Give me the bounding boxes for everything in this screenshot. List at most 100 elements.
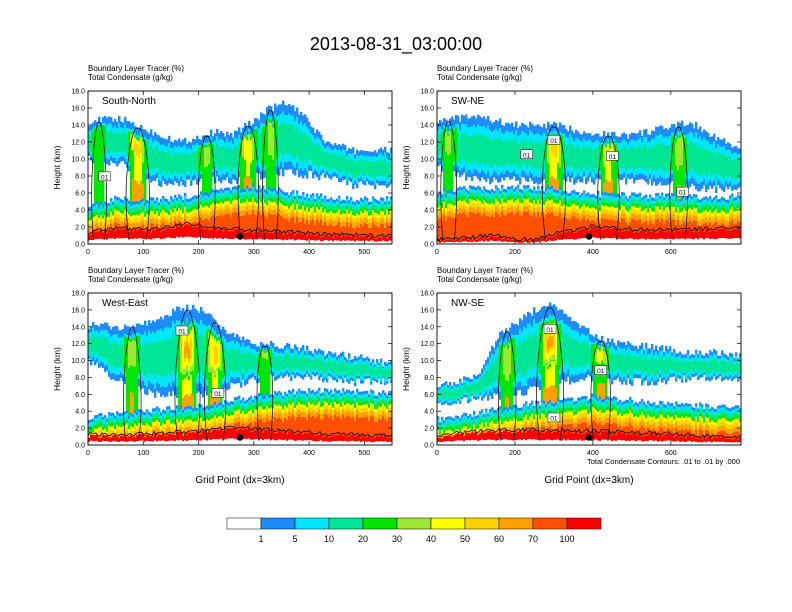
field-cell	[671, 203, 674, 209]
field-cell	[382, 211, 385, 217]
field-cell	[489, 217, 492, 237]
field-cell	[695, 220, 698, 230]
field-cell	[342, 226, 345, 235]
field-cell	[90, 440, 93, 445]
field-cell	[457, 190, 460, 197]
field-cell	[525, 199, 528, 205]
field-cell	[683, 230, 686, 244]
field-cell	[687, 201, 690, 208]
field-cell	[346, 213, 349, 220]
field-cell	[108, 417, 111, 425]
field-cell	[152, 414, 155, 421]
field-cell	[284, 232, 287, 244]
field-cell	[655, 239, 658, 244]
field-cell	[296, 239, 299, 244]
field-cell	[639, 238, 642, 244]
field-cell	[703, 232, 706, 244]
field-cell	[533, 143, 536, 170]
field-cell	[649, 204, 652, 211]
field-cell	[551, 175, 554, 193]
field-cell	[174, 424, 177, 430]
field-cell	[338, 212, 341, 219]
field-cell	[721, 213, 724, 221]
field-cell	[715, 221, 718, 232]
field-cell	[96, 218, 99, 225]
field-cell	[90, 434, 93, 445]
field-cell	[665, 239, 668, 244]
field-cell	[226, 204, 229, 211]
field-cell	[282, 235, 285, 244]
field-cell	[366, 219, 369, 227]
field-cell	[601, 217, 604, 231]
field-cell	[186, 435, 189, 445]
field-cell	[226, 200, 229, 207]
field-cell	[721, 202, 724, 210]
field-cell	[206, 238, 209, 244]
field-cell	[248, 135, 251, 158]
field-cell	[587, 198, 590, 205]
field-cell	[94, 223, 97, 232]
field-cell	[336, 224, 339, 237]
field-cell	[164, 201, 167, 208]
field-cell	[619, 201, 622, 209]
field-cell	[649, 208, 652, 214]
field-cell	[214, 148, 217, 171]
field-cell	[358, 204, 361, 211]
field-cell	[326, 240, 329, 244]
field-cell	[314, 220, 317, 228]
field-cell	[130, 212, 133, 219]
field-cell	[144, 231, 147, 244]
field-cell	[140, 423, 143, 429]
field-cell	[332, 202, 335, 209]
field-cell	[102, 208, 105, 214]
field-cell	[467, 240, 470, 244]
field-cell	[593, 211, 596, 218]
field-cell	[338, 216, 341, 225]
field-cell	[517, 194, 520, 201]
field-cell	[182, 435, 185, 445]
field-cell	[128, 221, 131, 230]
field-cell	[334, 152, 337, 169]
field-cell	[296, 200, 299, 207]
field-cell	[274, 209, 277, 217]
field-cell	[507, 199, 510, 206]
field-cell	[707, 238, 710, 244]
field-cell	[198, 236, 201, 244]
field-cell	[370, 204, 373, 211]
field-cell	[565, 212, 568, 220]
field-cell	[477, 199, 480, 205]
field-cell	[376, 213, 379, 220]
field-cell	[378, 222, 381, 230]
field-cell	[184, 420, 187, 427]
field-cell	[132, 427, 135, 434]
field-cell	[487, 211, 490, 219]
field-cell	[358, 240, 361, 244]
field-cell	[739, 238, 741, 244]
field-cell	[711, 216, 714, 223]
field-cell	[330, 235, 333, 244]
field-cell	[386, 217, 389, 225]
field-cell	[465, 198, 468, 205]
field-cell	[88, 433, 91, 440]
field-cell	[449, 131, 452, 158]
field-cell	[194, 205, 197, 211]
field-cell	[573, 148, 576, 172]
field-cell	[471, 207, 474, 215]
field-cell	[156, 427, 159, 435]
field-cell	[242, 210, 245, 218]
field-cell	[310, 211, 313, 218]
field-cell	[176, 439, 179, 445]
field-cell	[236, 189, 239, 196]
field-cell	[102, 222, 105, 229]
field-cell	[493, 204, 496, 210]
field-cell	[138, 229, 141, 244]
field-cell	[547, 136, 550, 166]
field-cell	[160, 440, 163, 445]
field-cell	[477, 241, 480, 244]
field-cell	[653, 201, 656, 207]
field-cell	[338, 209, 341, 215]
field-cell	[571, 193, 574, 200]
field-cell	[148, 414, 151, 421]
field-cell	[250, 209, 253, 217]
field-cell	[374, 212, 377, 218]
